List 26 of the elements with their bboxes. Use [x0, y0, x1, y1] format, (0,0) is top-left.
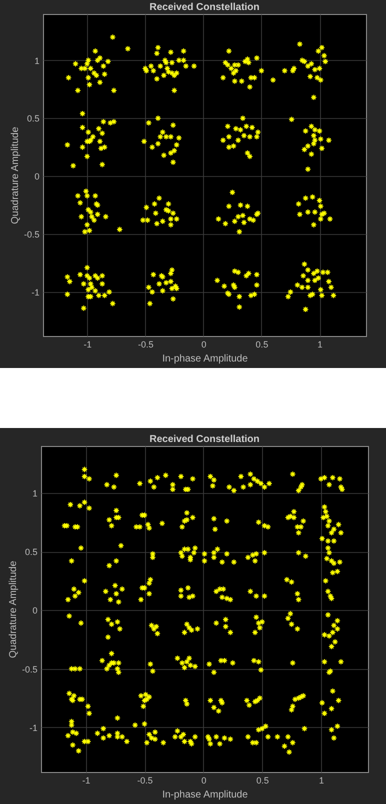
- x-axis-title: In-phase Amplitude: [162, 790, 248, 800]
- y-tick-label: 0.5: [26, 114, 40, 124]
- y-tick-label: -1: [31, 287, 40, 298]
- y-tick-label: -0.5: [24, 230, 40, 240]
- x-tick-label: 1: [318, 776, 324, 786]
- chart-title: Received Constellation: [149, 434, 260, 445]
- x-tick-label: 0.5: [256, 340, 268, 350]
- x-tick-label: -1: [82, 776, 90, 786]
- x-axis-title: In-phase Amplitude: [162, 354, 248, 364]
- y-tick-label: 0: [32, 606, 38, 616]
- x-tick-label: 0.5: [256, 776, 269, 786]
- x-tick-label: -0.5: [138, 340, 154, 350]
- x-tick-label: 0: [201, 776, 206, 786]
- chart-title: Received Constellation: [149, 2, 260, 13]
- y-tick-label: 0.5: [24, 547, 38, 558]
- y-tick-label: 0: [34, 172, 40, 182]
- y-tick-label: -0.5: [22, 664, 38, 674]
- y-tick-label: 1: [32, 488, 38, 498]
- y-axis-title: Quadrature Amplitude: [10, 126, 21, 224]
- x-tick-label: -1: [84, 340, 92, 350]
- y-axis-title: Quadrature Amplitude: [8, 560, 19, 658]
- x-tick-label: -0.5: [137, 776, 153, 786]
- y-tick-label: -1: [29, 722, 38, 733]
- y-tick-label: 1: [34, 56, 40, 66]
- x-tick-label: 1: [318, 340, 323, 350]
- x-tick-label: 0: [201, 340, 206, 350]
